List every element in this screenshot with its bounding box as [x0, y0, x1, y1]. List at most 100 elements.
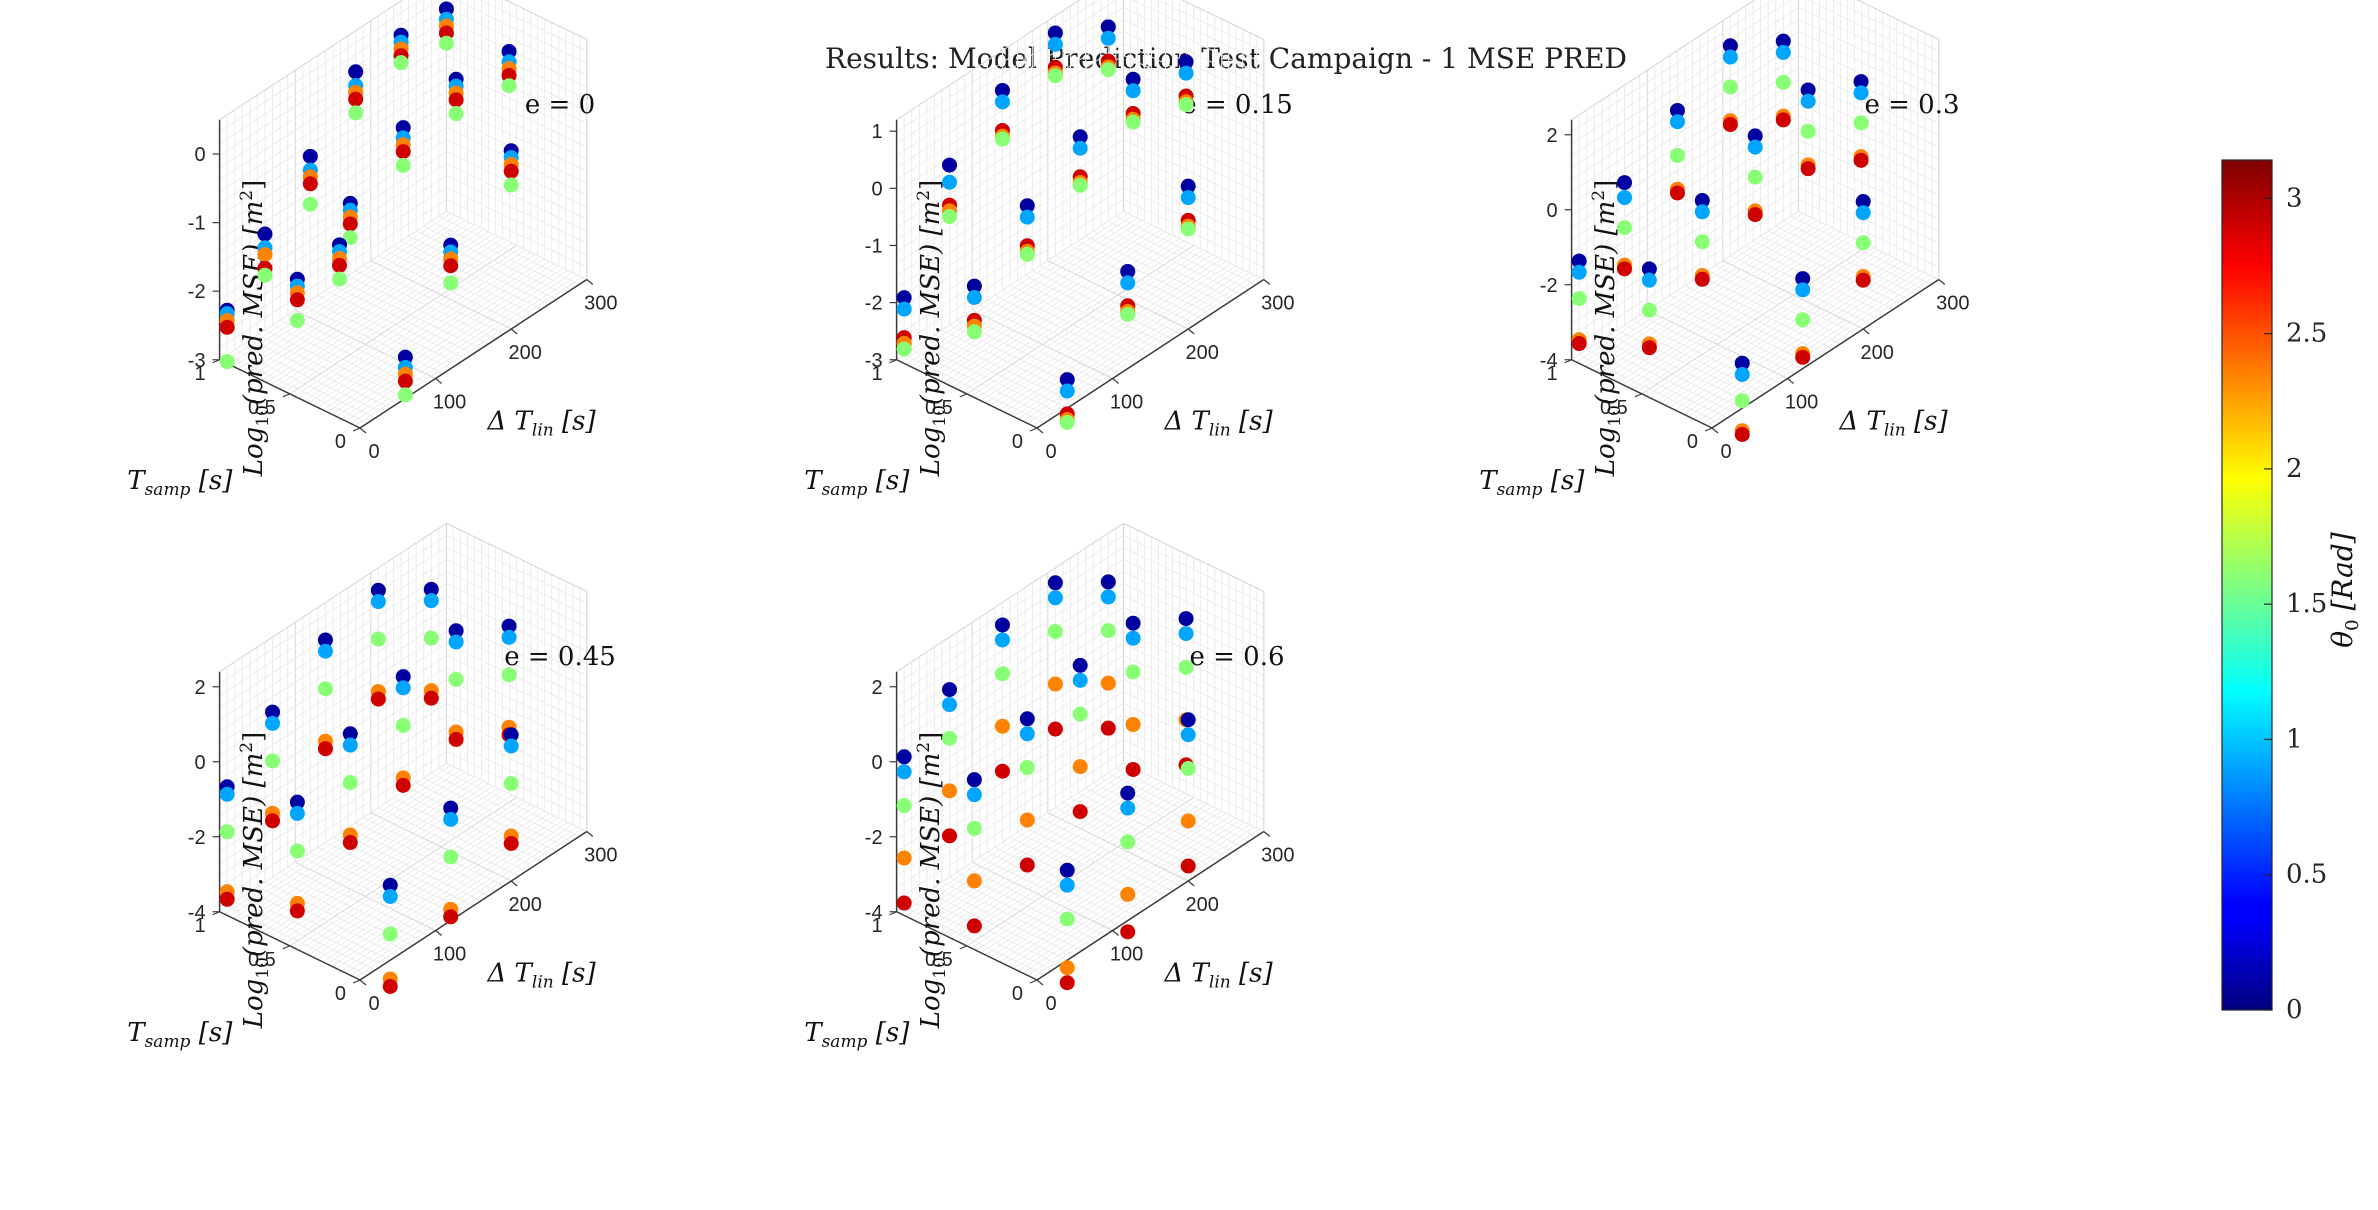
grid: [218, 522, 588, 981]
data-point: [1855, 194, 1871, 209]
grid-line: [1108, 772, 1249, 842]
grid-line: [446, 6, 588, 76]
z-tick-label: 2: [194, 677, 205, 699]
data-point: [994, 131, 1010, 147]
grid-line: [219, 558, 447, 709]
data-point: [1180, 858, 1196, 874]
data-point: [896, 290, 912, 306]
data-point: [438, 1, 454, 17]
grid-line: [1108, 220, 1249, 290]
data-point: [1047, 25, 1063, 41]
data-point: [1019, 246, 1035, 262]
data-point: [423, 581, 439, 597]
data-point: [1571, 291, 1587, 307]
data-point: [1059, 960, 1075, 976]
data-point: [219, 319, 235, 335]
grid-line: [896, 6, 1124, 157]
y-tick-label: 1: [871, 363, 882, 385]
data-point: [1125, 716, 1141, 732]
data-point: [1100, 720, 1116, 736]
data-point: [1747, 207, 1763, 223]
grid-line: [1132, 0, 1265, 64]
tick-labels: 0 100 200 300 0 0.5 1-4 -2 0 2: [188, 677, 618, 1015]
data-point: [395, 777, 411, 793]
grid-line: [415, 782, 557, 852]
grid-line: [896, 750, 1124, 901]
box-edge: [1123, 522, 1265, 592]
data-point: [423, 630, 439, 646]
grid-line: [446, 594, 588, 664]
x-axis-line: [359, 278, 588, 429]
data-point: [1019, 857, 1035, 873]
y-tick-label: 0.5: [1600, 397, 1628, 419]
z-axis-label: Log10(pred. MSE) [m2]: [914, 180, 950, 478]
data-point: [219, 824, 235, 840]
grid-line: [905, 767, 1134, 917]
grid-line: [446, 42, 588, 112]
data-point: [503, 177, 519, 193]
data-point: [942, 682, 958, 698]
z-tick-label: 1: [871, 121, 882, 143]
z-tick-label: 0: [194, 144, 205, 166]
x-tick-label: 0: [368, 441, 379, 463]
z-tick-label: 0: [871, 178, 882, 200]
grid-line: [1594, 222, 1823, 372]
y-tick: [959, 393, 968, 398]
grid-line: [896, 666, 1124, 817]
y-tick-label: 0.5: [925, 949, 953, 971]
data-point: [1120, 834, 1136, 850]
grid-line: [896, 546, 1124, 697]
grid-line: [219, 726, 447, 877]
data-points: [896, 19, 1196, 430]
data-point: [342, 775, 358, 791]
grid-line: [896, 594, 1124, 745]
grid-line: [446, 618, 588, 688]
grid-line: [910, 217, 1138, 367]
box-edge: [896, 0, 1081, 121]
grid-line: [896, 18, 1124, 169]
x-tick-label: 100: [433, 944, 466, 966]
data-point: [1072, 706, 1088, 722]
data-point: [1775, 44, 1791, 60]
x-axis-label: Δ Tlin [s]: [487, 407, 597, 441]
grid-line: [219, 0, 441, 145]
grid-line: [219, 30, 447, 181]
grid-line: [219, 546, 447, 697]
data-point: [1047, 68, 1063, 84]
data-point: [966, 873, 982, 889]
grid-line: [915, 771, 1143, 922]
x-tick-label: 300: [584, 293, 617, 315]
grid-line: [219, 606, 447, 757]
box-edge: [896, 522, 1124, 673]
grid-line: [896, 726, 1124, 877]
data-point: [1800, 93, 1816, 109]
grid-line: [219, 90, 447, 241]
grid-line: [896, 90, 1124, 241]
x-tick-label: 100: [1110, 944, 1143, 966]
data-point: [265, 715, 281, 731]
data-point: [896, 798, 912, 814]
data-point: [966, 324, 982, 340]
data-point: [1617, 261, 1633, 277]
data-point: [348, 64, 364, 80]
grid-line: [446, 546, 588, 616]
grid-line: [446, 558, 588, 628]
data-point: [1019, 726, 1035, 742]
data-point: [1059, 372, 1075, 388]
data-points: [1571, 33, 1871, 442]
data-point: [1694, 193, 1710, 209]
data-point: [1178, 97, 1194, 113]
grid-line: [1123, 570, 1265, 640]
data-point: [1125, 761, 1141, 777]
x-tick: [435, 930, 442, 936]
grid-line: [219, 162, 447, 313]
grid-line: [1123, 42, 1265, 112]
z-tick-label: -4: [865, 902, 883, 924]
x-tick-label: 300: [1261, 293, 1294, 315]
data-point: [317, 681, 333, 697]
data-point: [370, 691, 386, 707]
grid-line: [1123, 606, 1265, 676]
data-point: [1853, 74, 1869, 90]
subplot-3: 0 100 200 300 0 0.5 1-4 -2 0 2 e = 0.45 Δ Tlin [s] T…: [127, 522, 618, 1052]
